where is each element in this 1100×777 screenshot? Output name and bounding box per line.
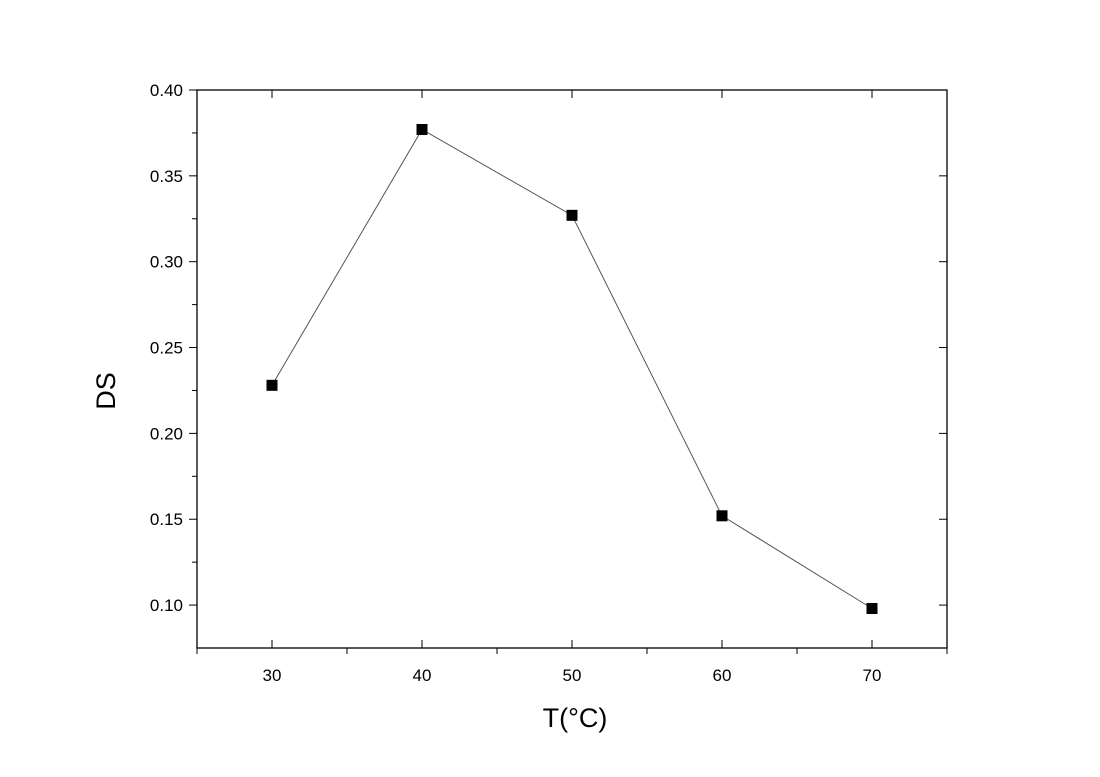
data-point: [566, 209, 578, 221]
x-tick-label: 70: [863, 666, 882, 685]
plot-frame: [196, 89, 948, 649]
y-axis-title: DS: [91, 372, 121, 410]
x-tick-label: 30: [263, 666, 282, 685]
series-layer: [266, 123, 878, 615]
x-tick-label: 50: [563, 666, 582, 685]
y-tick-label: 0.35: [150, 167, 183, 186]
y-tick-label: 0.15: [150, 510, 183, 529]
data-point: [416, 123, 428, 135]
y-tick-label: 0.25: [150, 339, 183, 358]
x-axis-title: T(°C): [543, 703, 608, 733]
x-axis: 30 40 50 60 70: [196, 90, 948, 685]
y-tick-label: 0.30: [150, 253, 183, 272]
data-point: [266, 379, 278, 391]
y-tick-label: 0.10: [150, 596, 183, 615]
y-tick-label: 0.40: [150, 81, 183, 100]
y-axis: 0.10 0.15 0.20 0.25 0.30 0.35 0.40: [150, 81, 947, 615]
x-tick-label: 40: [413, 666, 432, 685]
data-point: [716, 510, 728, 522]
data-point: [866, 603, 878, 615]
x-tick-label: 60: [713, 666, 732, 685]
series-line: [271, 128, 873, 609]
y-tick-label: 0.20: [150, 424, 183, 443]
